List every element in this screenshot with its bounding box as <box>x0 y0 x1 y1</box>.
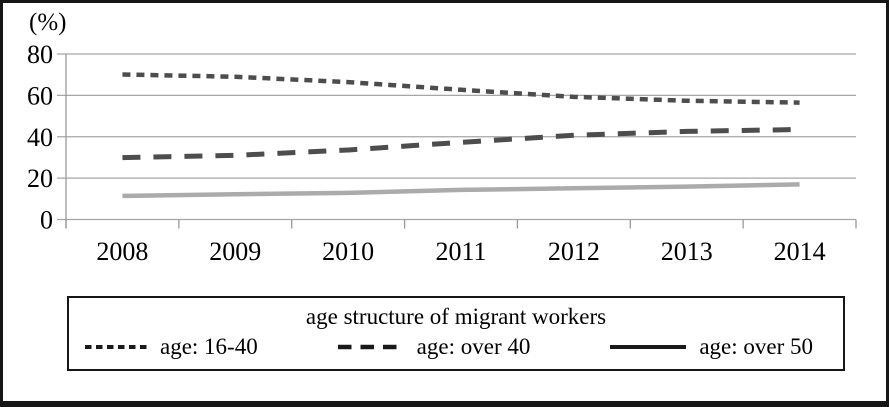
dashed-line-sample-icon <box>337 344 404 349</box>
legend-title: age structure of migrant workers <box>305 304 607 329</box>
x-tick-label: 2013 <box>661 237 713 266</box>
y-tick-label: 0 <box>40 206 53 235</box>
legend-item: age: over 40 <box>337 333 531 360</box>
solid-line-sample-icon <box>610 344 687 349</box>
y-tick-label: 40 <box>27 123 53 152</box>
series-line-age-over-50 <box>122 182 800 199</box>
x-tick-label: 2010 <box>322 237 374 266</box>
legend-box: age structure of migrant workers age: 16… <box>67 296 845 371</box>
series-line-age-over-40 <box>122 127 800 161</box>
y-tick-label: 20 <box>27 164 53 193</box>
y-tick-label: 80 <box>27 40 53 69</box>
age-structure-line-chart: 0 20 40 60 80 (%) 2008 2009 2010 2011 2012 2013 2014 <box>27 9 857 266</box>
legend-item: age: over 50 <box>610 334 813 360</box>
x-tick-label: 2009 <box>209 237 261 266</box>
y-axis-unit-label: (%) <box>29 9 66 36</box>
x-tick-label: 2011 <box>435 237 486 266</box>
legend-items: age: 16-40 age: over 40 age: over 50 <box>69 331 843 360</box>
x-tick-label: 2014 <box>774 237 826 266</box>
x-tick-label: 2008 <box>96 237 148 266</box>
legend-item-label: age: over 50 <box>699 333 813 359</box>
dotted-line-sample-icon <box>85 344 147 349</box>
y-tick-label: 60 <box>27 81 53 110</box>
legend-item-label: age: 16-40 <box>160 333 258 359</box>
x-tick-label: 2012 <box>548 237 600 266</box>
legend-item-label: age: over 40 <box>416 333 531 359</box>
legend-item: age: 16-40 <box>85 334 258 360</box>
series-line-age-16-40 <box>122 72 800 105</box>
